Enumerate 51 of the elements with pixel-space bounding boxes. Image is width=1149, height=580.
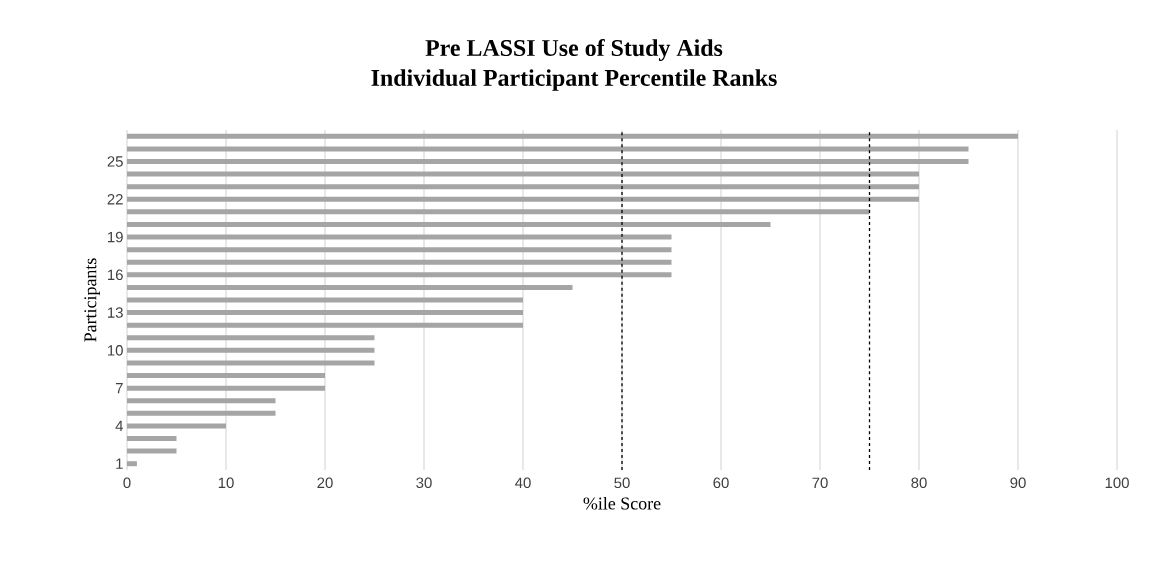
bar	[127, 259, 672, 265]
y-tick-label: 25	[107, 156, 123, 167]
bar	[127, 284, 573, 290]
bar	[127, 423, 226, 429]
bar	[127, 461, 137, 467]
y-tick-label: 4	[115, 420, 124, 432]
bar	[127, 272, 672, 278]
x-tick-label: 80	[911, 477, 927, 489]
x-tick-label: 100	[1105, 477, 1129, 489]
y-tick-label: 13	[108, 307, 123, 318]
y-tick-label: 7	[115, 383, 123, 394]
bar	[127, 247, 672, 253]
x-tick-label: 20	[317, 477, 333, 489]
bar	[127, 385, 325, 391]
bar	[127, 158, 969, 164]
bar	[127, 146, 969, 152]
bar	[127, 410, 276, 416]
chart-title: Pre LASSI Use of Study Aids	[425, 39, 723, 61]
x-tick-label: 60	[713, 477, 729, 489]
y-tick-label: 19	[108, 231, 123, 243]
bar	[127, 171, 920, 177]
x-tick-label: 50	[614, 477, 630, 489]
bar	[127, 322, 523, 328]
x-tick-label: 30	[416, 477, 432, 489]
y-tick-label: 10	[108, 345, 123, 356]
x-axis-title: %ile Score	[583, 496, 661, 510]
bar	[127, 196, 920, 202]
bar	[127, 184, 920, 190]
x-tick-label: 70	[812, 477, 828, 489]
x-tick-label: 40	[515, 477, 531, 489]
bar	[127, 373, 325, 379]
y-tick-label: 1	[116, 458, 123, 469]
bar	[127, 398, 276, 404]
bar	[127, 347, 375, 353]
x-tick-label: 0	[123, 477, 131, 489]
chart-subtitle: Individual Participant Percentile Ranks	[371, 69, 777, 91]
bar	[127, 310, 523, 316]
bar	[127, 448, 177, 454]
bar	[127, 209, 870, 215]
bar	[127, 133, 1019, 139]
bar	[127, 297, 523, 303]
x-tick-label: 90	[1010, 477, 1026, 489]
y-axis-title: Participants	[84, 258, 101, 342]
bar	[127, 360, 375, 366]
bar	[127, 436, 177, 442]
bar	[127, 335, 375, 341]
bar	[127, 234, 672, 240]
x-tick-label: 10	[218, 477, 234, 489]
y-tick-label: 16	[108, 269, 123, 281]
y-tick-label: 22	[107, 194, 123, 205]
bar	[127, 221, 771, 227]
